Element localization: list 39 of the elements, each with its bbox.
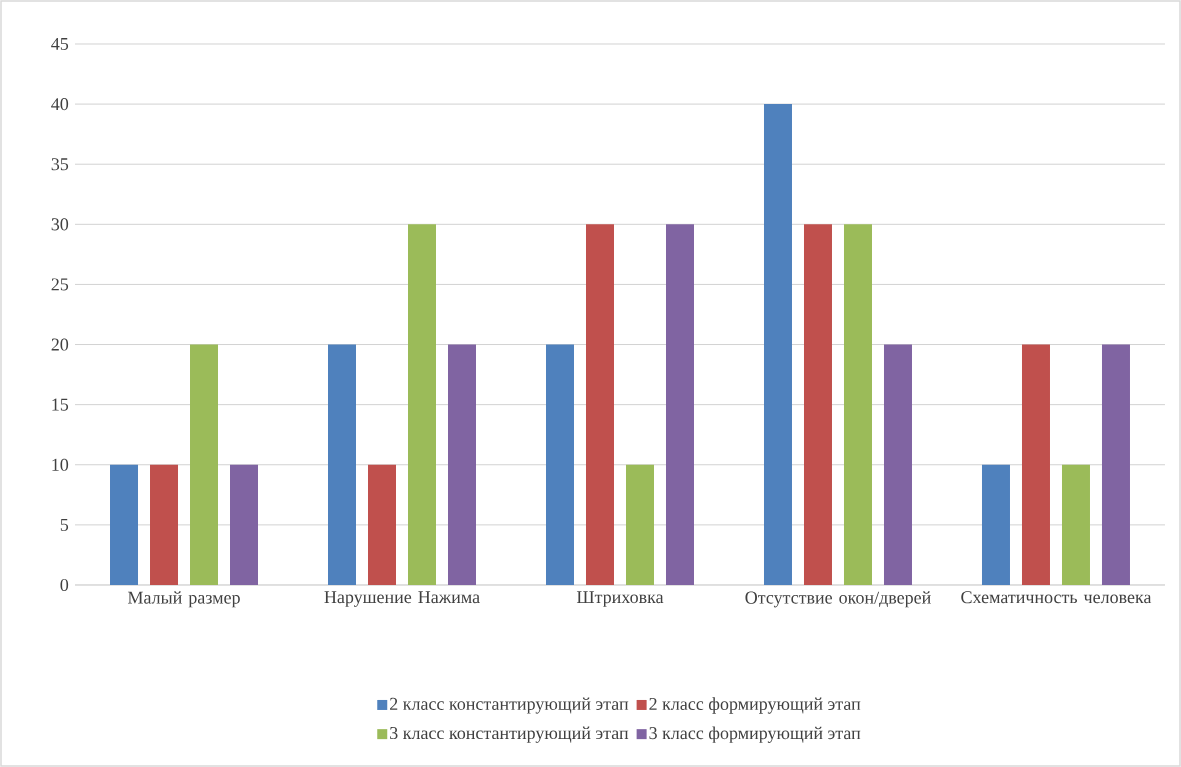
y-tick-label: 35: [51, 158, 69, 171]
bar: [448, 344, 476, 585]
legend-label: 3 класс константирующий этап: [390, 726, 629, 743]
bar: [150, 464, 179, 585]
bar: [546, 344, 574, 585]
bar: [981, 464, 1010, 585]
bar: [408, 224, 436, 585]
x-tick-label: Нарушение Нажима: [324, 591, 480, 607]
x-tick-label: Штриховка: [576, 591, 664, 607]
bar: [666, 224, 694, 585]
bar: [1061, 464, 1090, 585]
legend-label: 3 класс формирующий этап: [649, 726, 861, 743]
bar: [190, 344, 219, 585]
bar: [328, 344, 356, 585]
y-tick-label: 0: [60, 578, 69, 592]
x-tick-label: Малый размер: [127, 591, 240, 608]
bar: [1021, 344, 1050, 585]
y-tick-label: 20: [51, 338, 69, 351]
y-tick-label: 25: [51, 278, 69, 291]
x-tick-label: Схематичность человека: [961, 591, 1152, 604]
legend-label: 2 класс константирующий этап: [390, 697, 629, 714]
y-tick-label: 30: [51, 218, 69, 231]
x-tick-label: Отсутствие окон/дверей: [745, 591, 931, 608]
y-tick-label: 15: [52, 398, 69, 411]
y-tick-label: 45: [51, 37, 69, 50]
bar: [843, 224, 872, 585]
bar: [1101, 344, 1130, 585]
bar: [803, 224, 832, 585]
bar: [230, 464, 259, 585]
bar: [883, 344, 912, 585]
bar: [763, 104, 792, 585]
bar: [586, 224, 614, 585]
y-tick-label: 40: [51, 98, 69, 111]
y-tick-label: 10: [52, 458, 69, 471]
legend-label: 2 класс формирующий этап: [649, 697, 861, 714]
y-tick-label: 5: [60, 518, 69, 531]
bar: [368, 464, 396, 585]
bar: [110, 464, 139, 585]
bar: [626, 464, 654, 585]
